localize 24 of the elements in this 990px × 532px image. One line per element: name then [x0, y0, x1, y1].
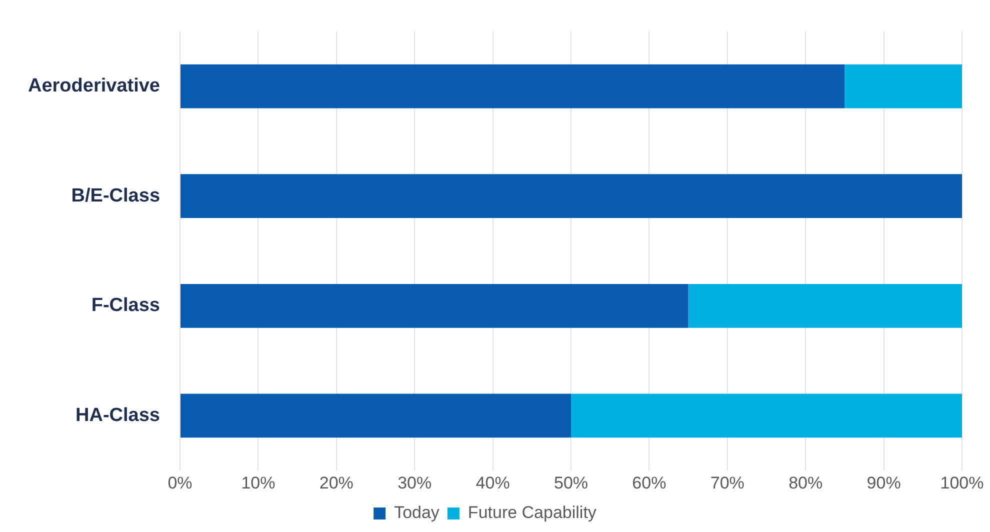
- bar: [844, 64, 962, 108]
- y-tick-label: F-Class: [91, 295, 160, 316]
- bar: [180, 284, 688, 328]
- bar: [180, 174, 962, 218]
- bar: [180, 394, 572, 438]
- y-tick-label: Aeroderivative: [28, 76, 160, 97]
- legend-label: Future Capability: [468, 503, 597, 522]
- x-tick-label: 80%: [788, 473, 823, 492]
- bar: [688, 284, 962, 328]
- x-tick-label: 30%: [398, 473, 432, 492]
- x-tick-label: 0%: [168, 473, 192, 492]
- bar: [180, 64, 845, 108]
- x-tick-label: 20%: [319, 473, 354, 492]
- x-tick-label: 60%: [632, 473, 666, 492]
- x-tick-label: 10%: [241, 473, 276, 492]
- x-tick-label: 50%: [554, 473, 588, 492]
- y-tick-label: B/E-Class: [71, 185, 160, 206]
- x-tick-label: 90%: [866, 473, 901, 492]
- x-tick-label: 70%: [710, 473, 744, 492]
- legend-label: Today: [394, 503, 440, 522]
- x-tick-label: 40%: [476, 473, 510, 492]
- bar: [571, 394, 962, 438]
- y-tick-label: HA-Class: [76, 404, 160, 426]
- x-tick-label: 100%: [940, 473, 984, 492]
